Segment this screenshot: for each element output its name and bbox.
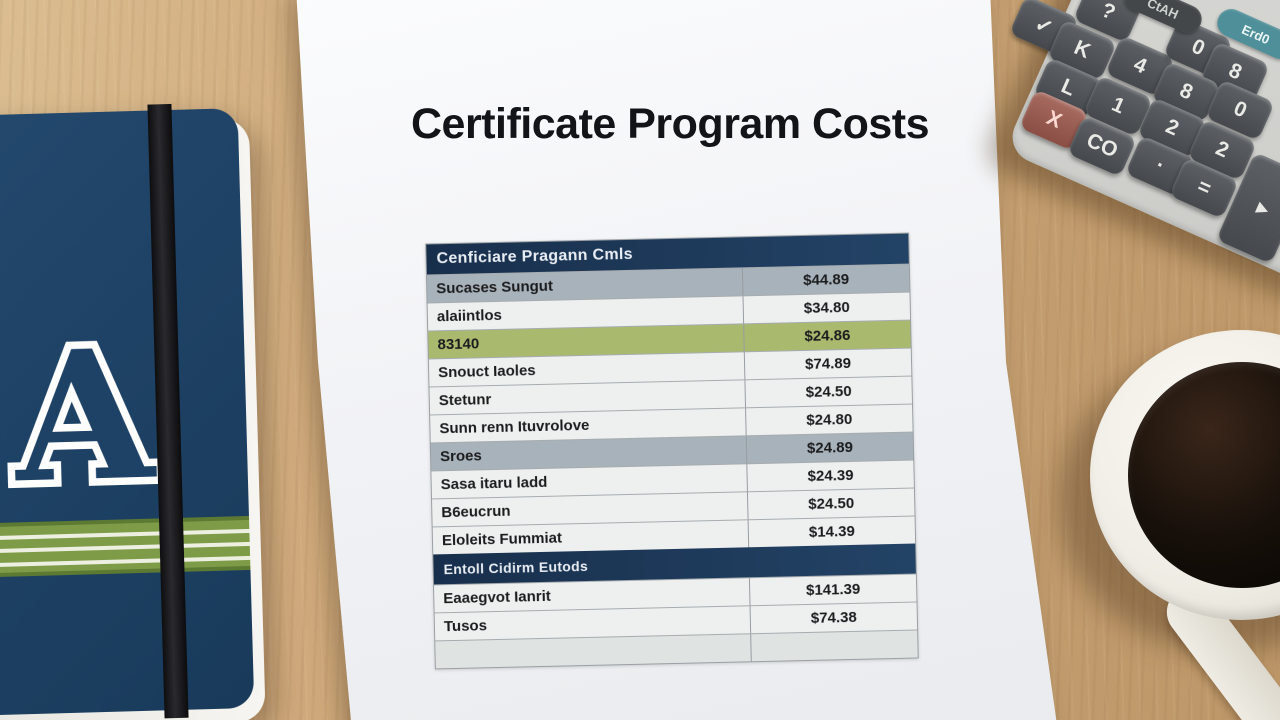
table-header-label: Cenficiare Pragann Cmls — [436, 245, 634, 268]
row-amount: $141.39 — [805, 580, 861, 599]
calculator-key-label: = — [1193, 174, 1215, 201]
block-a-letter: A — [10, 318, 159, 522]
calculator-key-label: 2 — [1162, 114, 1183, 141]
row-amount: $24.86 — [804, 326, 851, 345]
row-label — [435, 634, 752, 669]
calculator-key-label: L — [1057, 74, 1079, 101]
paper-sheet: Certificate Program Costs Cenficiare Pra… — [296, 0, 1058, 720]
cost-table: Cenficiare Pragann Cmls Sucases Sungut $… — [425, 232, 919, 670]
row-amount: $74.89 — [804, 354, 852, 373]
calculator-key-label: 1 — [1108, 92, 1129, 119]
calculator-key-label: K — [1070, 35, 1094, 64]
notebook: A — [0, 103, 266, 720]
calculator-key-label: X — [1043, 106, 1066, 133]
table-section-header-label: Entoll Cidirm Eutods — [443, 557, 589, 578]
row-amount: $24.80 — [806, 410, 853, 429]
row-amount: $34.80 — [803, 298, 850, 317]
row-amount — [751, 630, 918, 661]
calculator-key-label: 4 — [1130, 52, 1151, 79]
calculator-key-label: ▸ — [1253, 195, 1273, 221]
calculator-key-label: ? — [1097, 0, 1119, 25]
calculator-key-label: CO — [1083, 128, 1122, 163]
calculator-function-label: Erd0 — [1239, 21, 1273, 47]
calculator-key-label: ✓ — [1031, 11, 1057, 41]
notebook-cover: A — [0, 108, 255, 716]
calculator-key-label: 0 — [1230, 96, 1251, 123]
calculator-key-label: · — [1152, 153, 1169, 178]
calculator-key-label: 0 — [1188, 34, 1209, 61]
row-amount: $24.39 — [807, 466, 854, 485]
calculator-key-label: 2 — [1212, 136, 1233, 163]
page-title: Certificate Program Costs — [411, 100, 930, 148]
row-amount: $24.89 — [806, 438, 854, 457]
row-amount: $44.89 — [803, 270, 850, 289]
row-amount: $24.50 — [805, 382, 852, 401]
block-a-logo: A — [3, 318, 167, 523]
calculator-key-label: 8 — [1176, 78, 1197, 105]
row-amount: $14.39 — [808, 522, 856, 541]
row-amount: $74.38 — [810, 608, 857, 627]
row-amount: $24.50 — [808, 494, 855, 513]
